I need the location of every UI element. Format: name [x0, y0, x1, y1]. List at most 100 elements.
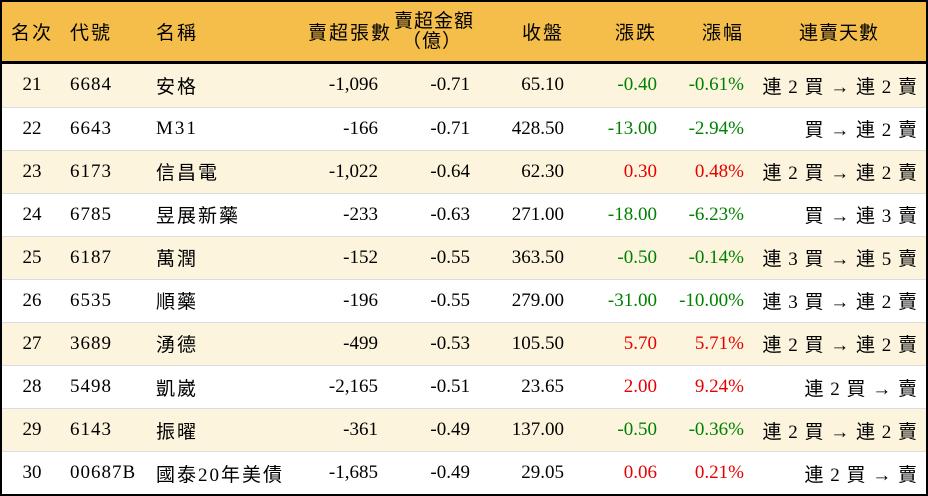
streak-cell: 連 3 買 → 連 5 賣 — [752, 235, 926, 280]
sell-amount-cell: -0.49 — [386, 451, 478, 494]
streak-cell: 連 2 買 → 連 2 賣 — [752, 149, 926, 194]
col-header-change: 漲跌 — [572, 2, 665, 64]
close-cell: 279.00 — [478, 278, 572, 323]
table-row: 22 6643 M31 -166 -0.71 428.50 -13.00 -2.… — [2, 106, 926, 151]
table-header: 名次 代號 名稱 賣超張數 賣超金額 （億） 收盤 漲跌 漲幅 連賣天數 — [2, 2, 926, 64]
table-row: 21 6684 安格 -1,096 -0.71 65.10 -0.40 -0.6… — [2, 62, 926, 108]
streak-cell: 連 2 買 → 連 2 賣 — [752, 408, 926, 452]
code-cell: 5498 — [62, 364, 148, 409]
name-cell: 昱展新藥 — [148, 192, 300, 237]
change-cell: -18.00 — [572, 192, 665, 237]
sell-volume-cell: -361 — [300, 408, 386, 452]
col-header-sell-amount-line2: （億） — [401, 30, 462, 52]
sell-volume-cell: -196 — [300, 278, 386, 323]
sell-volume-cell: -1,096 — [328, 74, 378, 96]
change-cell: 5.70 — [572, 321, 665, 366]
code-cell: 6785 — [62, 192, 148, 237]
streak-cell: 買 → 連 3 賣 — [752, 192, 926, 237]
rank-cell: 28 — [2, 364, 62, 409]
table-body: 21 6684 安格 -1,096 -0.71 65.10 -0.40 -0.6… — [2, 62, 926, 494]
change-pct-cell: 9.24% — [665, 364, 752, 409]
col-header-sell-amount-line1: 賣超金額 — [394, 10, 475, 32]
code-cell: 6173 — [62, 149, 148, 194]
change-cell: -0.50 — [572, 235, 665, 280]
name-cell: 萬潤 — [148, 235, 300, 280]
streak-cell: 連 3 買 → 連 2 賣 — [752, 278, 926, 323]
close-cell: 62.30 — [478, 149, 572, 194]
sell-amount-cell: -0.64 — [386, 149, 478, 194]
change-pct-cell: -2.94% — [665, 106, 752, 151]
sell-amount-cell: -0.71 — [386, 106, 478, 151]
streak-cell: 連 2 買 → 連 2 賣 — [752, 321, 926, 366]
table-row: 27 3689 湧德 -499 -0.53 105.50 5.70 5.71% … — [2, 321, 926, 366]
rank-cell: 22 — [2, 106, 62, 151]
change-pct-cell: -6.23% — [665, 192, 752, 237]
code-cell: 6643 — [62, 106, 148, 151]
sell-volume-cell: -1,022 — [300, 149, 386, 194]
close-cell: 29.05 — [478, 451, 572, 494]
change-pct-cell: -0.36% — [665, 408, 752, 452]
close-cell: 363.50 — [478, 235, 572, 280]
name-cell: 信昌電 — [148, 149, 300, 194]
change-cell: -13.00 — [572, 106, 665, 151]
sell-amount-cell: -0.71 — [430, 74, 470, 96]
rank-cell: 21 — [22, 74, 42, 96]
rank-cell: 29 — [2, 408, 62, 452]
col-header-change-pct: 漲幅 — [665, 2, 752, 64]
rank-cell: 23 — [2, 149, 62, 194]
sell-amount-cell: -0.55 — [386, 278, 478, 323]
code-cell: 6535 — [62, 278, 148, 323]
streak-cell: 買 → 連 2 賣 — [752, 106, 926, 151]
table-row: 28 5498 凱崴 -2,165 -0.51 23.65 2.00 9.24%… — [2, 364, 926, 409]
code-cell: 6143 — [62, 408, 148, 452]
sell-volume-cell: -152 — [300, 235, 386, 280]
name-cell: 振曜 — [148, 408, 300, 452]
sell-amount-cell: -0.51 — [386, 364, 478, 409]
col-header-code: 代號 — [62, 2, 148, 64]
name-cell: 凱崴 — [148, 364, 300, 409]
table-row: 30 00687B 國泰20年美債 -1,685 -0.49 29.05 0.0… — [2, 451, 926, 494]
table-row: 24 6785 昱展新藥 -233 -0.63 271.00 -18.00 -6… — [2, 192, 926, 237]
change-pct-cell: -0.61% — [688, 74, 744, 96]
close-cell: 105.50 — [478, 321, 572, 366]
header-row: 名次 代號 名稱 賣超張數 賣超金額 （億） 收盤 漲跌 漲幅 連賣天數 — [2, 2, 926, 64]
table-row: 23 6173 信昌電 -1,022 -0.64 62.30 0.30 0.48… — [2, 149, 926, 194]
sell-volume-cell: -2,165 — [300, 364, 386, 409]
change-pct-cell: -0.14% — [665, 235, 752, 280]
streak-cell: 連 2 買 → 賣 — [752, 364, 926, 409]
streak-cell: 連 2 買 → 連 2 賣 — [762, 76, 918, 98]
rank-cell: 25 — [2, 235, 62, 280]
table-row: 29 6143 振曜 -361 -0.49 137.00 -0.50 -0.36… — [2, 408, 926, 452]
close-cell: 271.00 — [478, 192, 572, 237]
name-cell: 湧德 — [148, 321, 300, 366]
col-header-close: 收盤 — [478, 2, 572, 64]
change-cell: 2.00 — [572, 364, 665, 409]
change-cell: 0.06 — [572, 451, 665, 494]
streak-cell: 連 2 買 → 賣 — [752, 451, 926, 494]
sell-amount-cell: -0.55 — [386, 235, 478, 280]
sell-volume-cell: -233 — [300, 192, 386, 237]
rank-cell: 27 — [2, 321, 62, 366]
code-cell: 6684 — [70, 74, 112, 96]
change-pct-cell: 0.48% — [665, 149, 752, 194]
rank-cell: 26 — [2, 278, 62, 323]
close-cell: 428.50 — [478, 106, 572, 151]
change-pct-cell: -10.00% — [665, 278, 752, 323]
name-cell: 順藥 — [148, 278, 300, 323]
close-cell: 137.00 — [478, 408, 572, 452]
col-header-streak: 連賣天數 — [752, 2, 926, 64]
table-row: 25 6187 萬潤 -152 -0.55 363.50 -0.50 -0.14… — [2, 235, 926, 280]
table-row: 26 6535 順藥 -196 -0.55 279.00 -31.00 -10.… — [2, 278, 926, 323]
change-cell: -31.00 — [572, 278, 665, 323]
rank-cell: 24 — [2, 192, 62, 237]
col-header-sell-amount: 賣超金額 （億） — [386, 2, 478, 64]
change-cell: -0.50 — [572, 408, 665, 452]
sell-volume-cell: -1,685 — [300, 451, 386, 494]
sell-amount-cell: -0.49 — [386, 408, 478, 452]
change-cell: 0.30 — [572, 149, 665, 194]
name-cell: 安格 — [156, 76, 199, 98]
change-pct-cell: 0.21% — [665, 451, 752, 494]
change-cell: -0.40 — [617, 74, 657, 96]
